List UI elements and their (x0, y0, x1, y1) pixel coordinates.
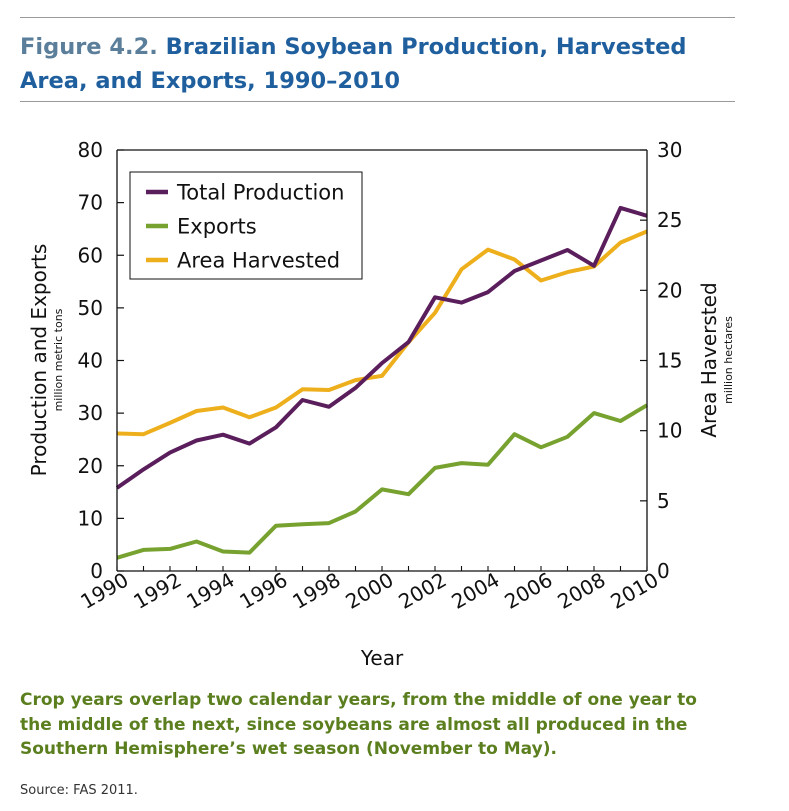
x-tick-label: 1990 (76, 568, 132, 614)
right-tick-label: 10 (657, 419, 682, 443)
series-line-total-production (115, 205, 648, 490)
left-tick-label: 70 (78, 191, 103, 215)
left-tick-label: 80 (78, 138, 103, 162)
series-line-exports (116, 403, 649, 560)
right-tick-label: 0 (657, 559, 670, 583)
left-axis-title: Production and Exports (27, 244, 51, 477)
left-axis-labels: 0 10 20 30 40 50 60 70 80 (78, 138, 103, 583)
series-line-area-harvested (116, 229, 648, 437)
left-tick-label: 30 (78, 401, 103, 425)
legend-box (129, 171, 363, 280)
right-tick-label: 20 (657, 278, 682, 302)
figure-label: Figure 4.2. (20, 34, 158, 60)
left-tick-label: 10 (78, 506, 103, 530)
left-tick-label: 40 (78, 349, 103, 373)
x-tick-label: 2004 (447, 568, 503, 614)
right-axis-labels: 0 5 10 15 20 25 30 (657, 138, 682, 583)
series-lines (115, 205, 649, 560)
right-axis-title: Area Haversted (697, 282, 721, 437)
left-tick-label: 60 (78, 243, 103, 267)
x-tick-label: 1996 (235, 568, 291, 614)
x-tick-label: 2000 (341, 568, 397, 614)
x-axis-title: Year (360, 646, 404, 670)
legend-label: Total Production (176, 181, 344, 205)
left-tick-label: 20 (78, 454, 103, 478)
x-tick-label: 1992 (129, 568, 185, 614)
x-tick-label: 2008 (553, 568, 609, 614)
right-tick-label: 15 (657, 349, 682, 373)
right-axis-unit: million hectares (722, 316, 735, 404)
x-tick-label: 1994 (182, 568, 238, 614)
legend-label: Exports (177, 215, 257, 239)
x-tick-label: 1998 (288, 568, 344, 614)
source-note: Source: FAS 2011. (20, 783, 138, 798)
legend-label: Area Harvested (177, 249, 340, 273)
left-axis-unit: million metric tons (52, 308, 65, 411)
x-tick-label: 2002 (394, 568, 450, 614)
right-tick-label: 25 (657, 208, 682, 232)
top-rule (20, 17, 735, 18)
right-tick-label: 30 (657, 138, 682, 162)
figure-title-text: Brazilian Soybean Production, Harvested … (20, 34, 687, 94)
legend: Total Production Exports Area Harvested (129, 171, 363, 280)
title-rule (20, 101, 735, 102)
left-tick-label: 50 (78, 296, 103, 320)
x-tick-label: 2010 (606, 568, 662, 614)
figure-caption: Crop years overlap two calendar years, f… (20, 690, 697, 759)
left-tick-label: 0 (90, 559, 103, 583)
right-tick-label: 5 (657, 489, 670, 513)
figure-title: Figure 4.2. Brazilian Soybean Production… (20, 30, 740, 98)
x-tick-label: 2006 (500, 568, 556, 614)
